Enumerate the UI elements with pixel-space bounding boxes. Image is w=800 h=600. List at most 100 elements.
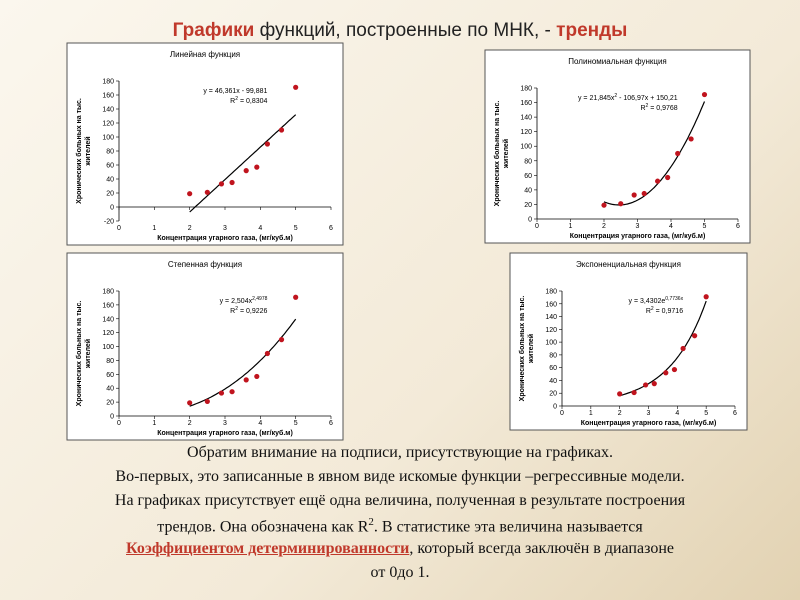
data-point bbox=[293, 294, 299, 300]
y-tick-label: 120 bbox=[102, 330, 114, 337]
y-tick-label: 0 bbox=[528, 217, 532, 224]
y-tick-label: 160 bbox=[545, 301, 557, 308]
y-tick-label: 0 bbox=[553, 404, 557, 411]
body-line: от 0до 1. bbox=[370, 564, 430, 581]
x-tick-label: 4 bbox=[675, 410, 679, 417]
annotation-part: R bbox=[230, 308, 235, 315]
x-axis-label: Концентрация угарного газа, (мг/куб.м) bbox=[157, 429, 293, 437]
y-tick-label: 140 bbox=[545, 314, 557, 321]
y-axis-label-line: жителей bbox=[84, 136, 92, 166]
superscript: 2 bbox=[235, 96, 238, 102]
heading-part: тренды bbox=[556, 20, 628, 41]
y-axis-label: Хронических больных на тыс. жителей bbox=[493, 101, 510, 207]
x-tick-label: 0 bbox=[117, 420, 121, 427]
superscript: 2 bbox=[651, 306, 654, 312]
annotation: R2 = 0,8304 bbox=[230, 96, 267, 105]
y-tick-label: 100 bbox=[102, 135, 114, 142]
y-axis-label-line: жителей bbox=[84, 339, 92, 369]
annotation: R2 = 0,9768 bbox=[640, 103, 677, 112]
y-tick-label: 40 bbox=[106, 386, 114, 393]
data-point bbox=[643, 382, 649, 388]
annotation-part: R bbox=[640, 105, 645, 112]
data-point bbox=[293, 84, 299, 90]
x-tick-label: 3 bbox=[647, 410, 651, 417]
y-tick-label: 120 bbox=[520, 129, 532, 136]
y-axis-label: Хронических больных на тыс. жителей bbox=[75, 98, 92, 204]
y-tick-label: 100 bbox=[102, 344, 114, 351]
body-line: Коэффициентом детерминированности, котор… bbox=[0, 540, 800, 558]
x-tick-label: 5 bbox=[294, 420, 298, 427]
y-tick-label: 80 bbox=[549, 352, 557, 359]
annotation-part: y = 2,504x bbox=[220, 298, 253, 305]
x-tick-label: 4 bbox=[258, 420, 262, 427]
annotation: R2 = 0,9226 bbox=[230, 306, 267, 315]
link[interactable]: Коэффициентом детерминированности bbox=[126, 540, 410, 557]
x-tick-label: 6 bbox=[329, 420, 333, 427]
data-point bbox=[264, 350, 270, 357]
superscript: 2 bbox=[614, 93, 617, 99]
x-tick-label: 2 bbox=[188, 420, 192, 427]
data-point bbox=[204, 398, 210, 405]
y-tick-label: 160 bbox=[102, 93, 114, 100]
y-tick-label: 80 bbox=[106, 358, 114, 365]
data-point bbox=[229, 179, 235, 186]
y-axis-label-line: Хронических больных на тыс. bbox=[518, 296, 526, 402]
y-tick-label: 20 bbox=[524, 202, 532, 209]
data-point bbox=[663, 370, 669, 376]
y-tick-label: 20 bbox=[106, 400, 114, 407]
chart-frame bbox=[66, 42, 344, 246]
data-point bbox=[692, 333, 698, 339]
data-point bbox=[254, 164, 260, 170]
data-point bbox=[680, 345, 686, 352]
x-tick-label: 4 bbox=[669, 223, 673, 230]
y-axis-label-line: Хронических больных на тыс. bbox=[75, 301, 83, 407]
text: , который всегда заключён в диапазоне bbox=[409, 540, 674, 557]
data-point bbox=[655, 178, 661, 184]
y-axis-label-line: жителей bbox=[502, 139, 510, 169]
y-tick-label: 140 bbox=[520, 115, 532, 122]
data-point bbox=[671, 366, 678, 373]
body-line: Во-первых, это записанные в явном виде и… bbox=[115, 468, 685, 485]
y-tick-label: 40 bbox=[549, 378, 557, 385]
y-tick-label: 60 bbox=[106, 372, 114, 379]
annotation: R2 = 0,9716 bbox=[646, 306, 683, 315]
y-axis-label: Хронических больных на тыс. жителей bbox=[518, 296, 535, 402]
y-tick-label: 120 bbox=[102, 121, 114, 128]
superscript: 2 bbox=[368, 516, 374, 528]
y-tick-label: 160 bbox=[102, 302, 114, 309]
x-axis-label: Концентрация угарного газа, (мг/куб.м) bbox=[570, 232, 706, 240]
data-point bbox=[703, 294, 709, 300]
y-tick-label: 80 bbox=[106, 149, 114, 156]
x-tick-label: 3 bbox=[636, 223, 640, 230]
data-point bbox=[631, 389, 637, 396]
heading-part: функций, построенные по МНК, - bbox=[254, 20, 557, 41]
data-point bbox=[675, 150, 681, 157]
x-axis-label: Концентрация угарного газа, (мг/куб.м) bbox=[157, 234, 293, 242]
annotation-part: R bbox=[230, 98, 235, 105]
data-point bbox=[688, 136, 694, 142]
x-tick-label: 0 bbox=[117, 225, 121, 232]
x-tick-label: 6 bbox=[733, 410, 737, 417]
body-line: На графиках присутствует ещё одна величи… bbox=[114, 492, 686, 509]
x-tick-label: 2 bbox=[188, 225, 192, 232]
superscript: 2 bbox=[646, 103, 649, 109]
superscript: 2,4978 bbox=[252, 296, 268, 302]
annotation-part: = 0,8304 bbox=[238, 98, 267, 105]
y-axis-label-line: Хронических больных на тыс. bbox=[493, 101, 501, 207]
data-point bbox=[631, 192, 637, 198]
chart: Степенная функция02040608010012014016018… bbox=[66, 252, 344, 441]
data-point bbox=[264, 141, 270, 147]
annotation: y = 21,845x2 - 106,97x + 150,21 bbox=[578, 93, 678, 102]
x-tick-label: 5 bbox=[703, 223, 707, 230]
annotation-part: = 0,9226 bbox=[238, 308, 267, 315]
text: трендов. Она обозначена как R bbox=[157, 518, 369, 536]
body-line: Обратим внимание на подписи, присутствую… bbox=[187, 444, 613, 461]
x-tick-label: 3 bbox=[223, 420, 227, 427]
x-tick-label: 5 bbox=[294, 225, 298, 232]
annotation-part: - 106,97x + 150,21 bbox=[617, 95, 678, 102]
x-tick-label: 1 bbox=[589, 410, 593, 417]
chart-frame bbox=[484, 49, 751, 244]
x-tick-label: 6 bbox=[736, 223, 740, 230]
annotation-part: R bbox=[646, 308, 651, 315]
